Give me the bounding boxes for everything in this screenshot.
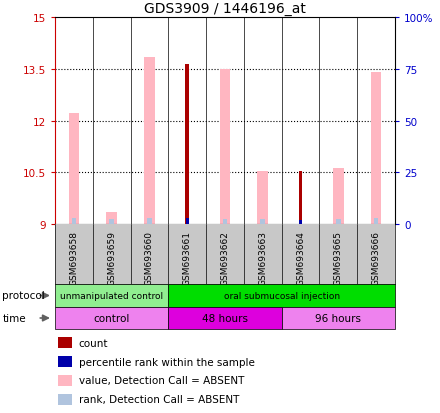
Bar bbox=[55, 284, 169, 307]
Text: GSM693662: GSM693662 bbox=[220, 230, 230, 285]
Text: 96 hours: 96 hours bbox=[315, 313, 361, 323]
Bar bbox=[59, 375, 72, 386]
Bar bbox=[59, 356, 72, 367]
Bar bbox=[59, 394, 72, 405]
Bar bbox=[260, 219, 265, 224]
Bar bbox=[185, 64, 189, 224]
Bar bbox=[371, 73, 381, 224]
Bar bbox=[169, 307, 282, 329]
Text: GSM693658: GSM693658 bbox=[70, 230, 78, 285]
Bar bbox=[59, 337, 72, 348]
Text: time: time bbox=[2, 313, 26, 323]
Text: value, Detection Call = ABSENT: value, Detection Call = ABSENT bbox=[79, 375, 244, 385]
Text: unmanipulated control: unmanipulated control bbox=[60, 291, 163, 300]
Bar bbox=[109, 219, 114, 224]
Bar bbox=[299, 171, 302, 224]
Bar bbox=[374, 218, 378, 224]
Text: oral submucosal injection: oral submucosal injection bbox=[224, 291, 340, 300]
Text: rank, Detection Call = ABSENT: rank, Detection Call = ABSENT bbox=[79, 394, 239, 404]
Text: GSM693663: GSM693663 bbox=[258, 230, 267, 285]
Bar bbox=[336, 219, 341, 224]
Text: GSM693661: GSM693661 bbox=[183, 230, 192, 285]
Title: GDS3909 / 1446196_at: GDS3909 / 1446196_at bbox=[144, 2, 306, 16]
Bar bbox=[106, 212, 117, 224]
Bar bbox=[55, 307, 169, 329]
Bar bbox=[299, 220, 302, 224]
Bar bbox=[220, 69, 230, 224]
Bar bbox=[186, 218, 189, 224]
Bar bbox=[223, 219, 227, 224]
Text: GSM693666: GSM693666 bbox=[372, 230, 381, 285]
Text: GSM693659: GSM693659 bbox=[107, 230, 116, 285]
Bar bbox=[147, 218, 152, 224]
Bar bbox=[144, 57, 155, 224]
Bar bbox=[282, 307, 395, 329]
Bar bbox=[257, 171, 268, 224]
Bar bbox=[169, 284, 395, 307]
Text: GSM693660: GSM693660 bbox=[145, 230, 154, 285]
Bar bbox=[69, 114, 79, 224]
Text: GSM693665: GSM693665 bbox=[334, 230, 343, 285]
Text: control: control bbox=[93, 313, 130, 323]
Text: count: count bbox=[79, 338, 108, 348]
Text: GSM693664: GSM693664 bbox=[296, 230, 305, 285]
Text: protocol: protocol bbox=[2, 291, 45, 301]
Text: percentile rank within the sample: percentile rank within the sample bbox=[79, 357, 255, 367]
Text: 48 hours: 48 hours bbox=[202, 313, 248, 323]
Bar bbox=[72, 218, 76, 224]
Bar bbox=[333, 169, 344, 224]
